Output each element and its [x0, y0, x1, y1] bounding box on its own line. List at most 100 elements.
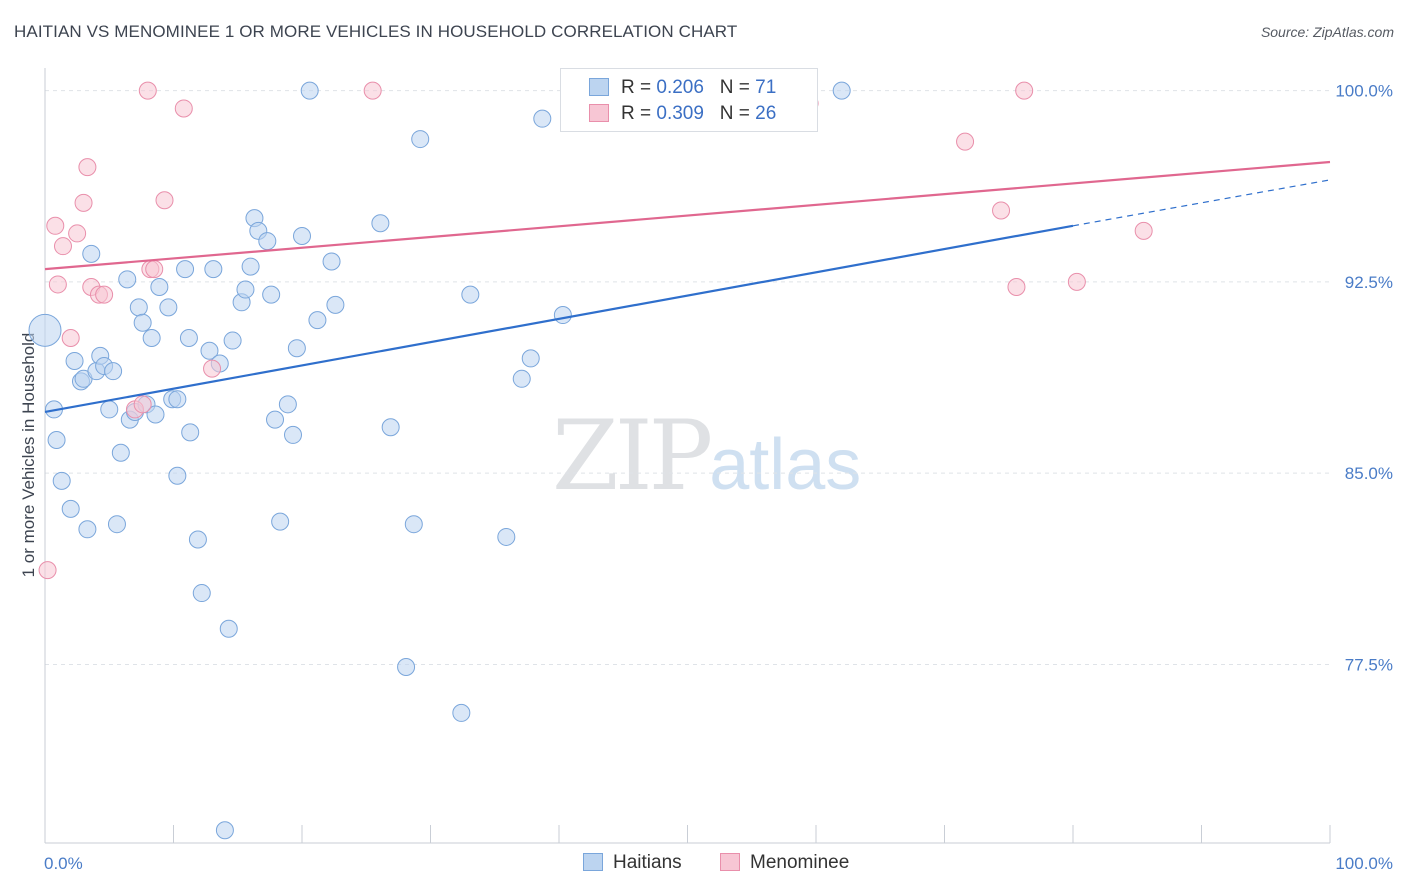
- bottom-haitians-swatch: [583, 853, 603, 871]
- menominee-point: [957, 133, 974, 150]
- haitians-point: [130, 299, 147, 316]
- menominee-point: [79, 159, 96, 176]
- haitians-point: [272, 513, 289, 530]
- bottom-menominee-label: Menominee: [750, 852, 849, 873]
- menominee-n-value: 26: [755, 103, 776, 124]
- menominee-point: [993, 202, 1010, 219]
- haitians-point: [323, 253, 340, 270]
- haitians-swatch: [589, 78, 609, 96]
- menominee-point: [1008, 278, 1025, 295]
- haitians-point: [285, 426, 302, 443]
- bottom-menominee-swatch: [720, 853, 740, 871]
- haitians-point: [833, 82, 850, 99]
- x-tick-label: 0.0%: [44, 854, 83, 873]
- menominee-point: [175, 100, 192, 117]
- haitians-point: [53, 472, 70, 489]
- menominee-point: [1068, 273, 1085, 290]
- haitians-point: [205, 261, 222, 278]
- haitians-point: [301, 82, 318, 99]
- haitians-point: [112, 444, 129, 461]
- haitians-point: [182, 424, 199, 441]
- haitians-point: [372, 215, 389, 232]
- haitians-point: [101, 401, 118, 418]
- haitians-point: [193, 585, 210, 602]
- haitians-point: [242, 258, 259, 275]
- haitians-point: [412, 131, 429, 148]
- haitians-point: [279, 396, 296, 413]
- haitians-point: [237, 281, 254, 298]
- scatter-chart: 77.5%85.0%92.5%100.0%0.0% 100.0%1 or more…: [0, 0, 1406, 892]
- haitians-n-label: N =: [720, 77, 755, 98]
- haitians-point: [151, 278, 168, 295]
- haitians-point: [48, 432, 65, 449]
- haitians-point: [180, 330, 197, 347]
- haitians-point: [160, 299, 177, 316]
- haitians-point: [405, 516, 422, 533]
- haitians-point: [534, 110, 551, 127]
- y-tick-label: 92.5%: [1345, 273, 1393, 292]
- stats-legend: R = 0.206 N = 71 R = 0.309 N = 26: [560, 68, 818, 132]
- haitians-r-label: R =: [621, 77, 656, 98]
- haitians-point: [398, 659, 415, 676]
- haitians-point: [259, 233, 276, 250]
- haitians-point: [224, 332, 241, 349]
- haitians-point: [83, 245, 100, 262]
- menominee-point: [139, 82, 156, 99]
- haitians-point: [382, 419, 399, 436]
- menominee-point: [75, 194, 92, 211]
- menominee-point: [49, 276, 66, 293]
- menominee-point: [69, 225, 86, 242]
- menominee-swatch: [589, 104, 609, 122]
- menominee-point: [1135, 222, 1152, 239]
- menominee-trend-line: [45, 162, 1330, 269]
- bottom-haitians-label: Haitians: [613, 852, 682, 873]
- haitians-point: [143, 330, 160, 347]
- menominee-r-value: 0.309: [656, 103, 704, 124]
- menominee-point: [39, 562, 56, 579]
- haitians-point: [108, 516, 125, 533]
- menominee-point: [62, 330, 79, 347]
- haitians-point: [79, 521, 96, 538]
- menominee-point: [156, 192, 173, 209]
- haitians-point: [134, 314, 151, 331]
- bottom-legend-haitians: Haitians: [583, 852, 682, 874]
- y-tick-label: 85.0%: [1345, 464, 1393, 483]
- haitians-point: [119, 271, 136, 288]
- menominee-point: [47, 217, 64, 234]
- bottom-legend-menominee: Menominee: [720, 852, 849, 874]
- x-tick-label: 100.0%: [1335, 854, 1393, 873]
- haitians-point: [453, 704, 470, 721]
- menominee-point: [204, 360, 221, 377]
- menominee-n-label: N =: [720, 103, 755, 124]
- haitians-point: [288, 340, 305, 357]
- haitians-point: [498, 528, 515, 545]
- haitians-point: [169, 467, 186, 484]
- haitians-point: [216, 822, 233, 839]
- y-axis-label: 1 or more Vehicles in Household: [19, 333, 38, 578]
- haitians-n-value: 71: [755, 77, 776, 98]
- haitians-point: [189, 531, 206, 548]
- haitians-point: [29, 314, 61, 346]
- haitians-point: [105, 363, 122, 380]
- haitians-point: [263, 286, 280, 303]
- haitians-point: [522, 350, 539, 367]
- menominee-point: [96, 286, 113, 303]
- haitians-point: [513, 370, 530, 387]
- menominee-point: [54, 238, 71, 255]
- haitians-point: [309, 312, 326, 329]
- haitians-point: [220, 620, 237, 637]
- haitians-point: [554, 307, 571, 324]
- menominee-point: [146, 261, 163, 278]
- menominee-r-label: R =: [621, 103, 656, 124]
- menominee-point: [364, 82, 381, 99]
- haitians-point: [327, 296, 344, 313]
- haitians-trend-line: [45, 226, 1073, 412]
- haitians-point: [66, 352, 83, 369]
- haitians-trend-extension: [1073, 180, 1330, 226]
- haitians-point: [267, 411, 284, 428]
- y-tick-label: 77.5%: [1345, 655, 1393, 674]
- haitians-point: [294, 227, 311, 244]
- haitians-point: [169, 391, 186, 408]
- haitians-point: [462, 286, 479, 303]
- haitians-point: [62, 500, 79, 517]
